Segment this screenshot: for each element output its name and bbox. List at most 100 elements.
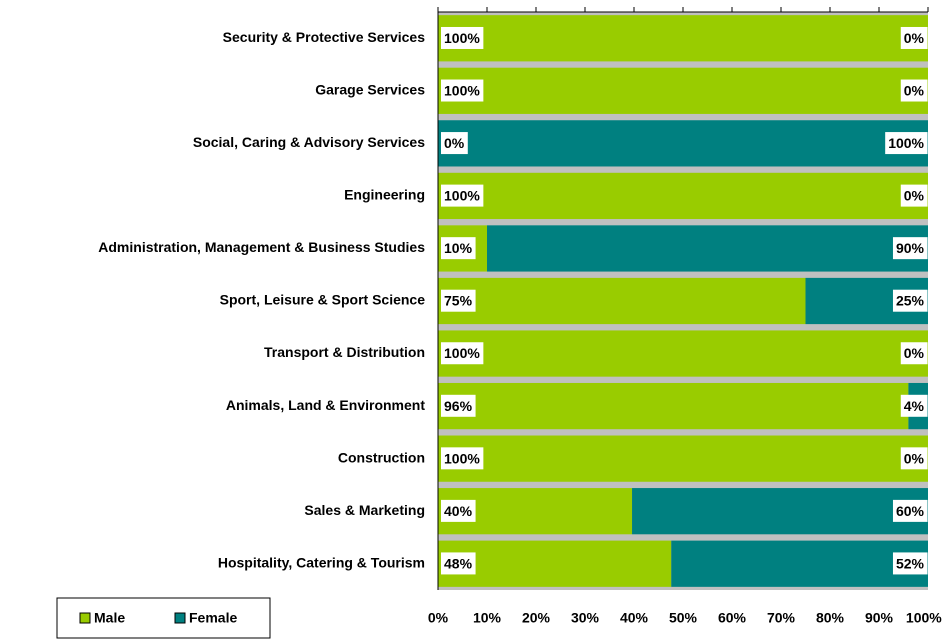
category-label: Social, Caring & Advisory Services [193, 134, 425, 150]
data-label-box [441, 447, 484, 470]
data-label-text: 0% [904, 83, 925, 99]
data-label-text: 25% [896, 293, 925, 309]
data-label: 25% [892, 289, 928, 312]
data-label-text: 0% [904, 345, 925, 361]
data-label-text: 48% [444, 555, 473, 571]
data-label-text: 75% [444, 293, 473, 309]
data-label-box [892, 499, 928, 522]
legend-label: Female [189, 610, 237, 626]
data-label-box [441, 342, 484, 365]
data-label-box [441, 79, 484, 102]
bar-segment [438, 120, 928, 167]
data-label-box [441, 552, 476, 575]
data-label-text: 100% [444, 345, 480, 361]
data-label: 100% [441, 447, 484, 470]
category-label: Animals, Land & Environment [226, 397, 425, 413]
data-label-box [892, 552, 928, 575]
data-label: 0% [900, 184, 928, 207]
bar-segment [438, 277, 806, 325]
bar-segment [438, 330, 928, 377]
data-label-text: 0% [444, 135, 465, 151]
x-tick-label: 60% [718, 610, 747, 626]
data-label: 4% [900, 394, 928, 417]
data-label-text: 0% [904, 30, 925, 46]
x-tick-label: 50% [669, 610, 698, 626]
legend-swatch [174, 612, 186, 624]
data-label: 0% [441, 132, 468, 155]
bar-segment [438, 382, 909, 430]
x-tick-label: 70% [767, 610, 796, 626]
bar-segment [671, 540, 928, 587]
data-label: 100% [441, 79, 484, 102]
data-label-text: 96% [444, 398, 473, 414]
category-label: Security & Protective Services [223, 29, 426, 45]
category-label: Transport & Distribution [264, 344, 425, 360]
category-label: Engineering [344, 187, 425, 203]
data-label-box [441, 132, 468, 155]
data-label: 96% [441, 394, 476, 417]
data-label: 90% [892, 237, 928, 260]
data-label-box [441, 184, 484, 207]
legend-label: Male [94, 610, 125, 626]
x-tick-label: 20% [522, 610, 551, 626]
data-label-box [892, 237, 928, 260]
category-label: Garage Services [315, 82, 425, 98]
category-label: Sales & Marketing [304, 502, 425, 518]
x-tick-label: 90% [865, 610, 894, 626]
data-label-box [441, 289, 476, 312]
bar-segment [438, 540, 672, 587]
data-label: 100% [885, 132, 928, 155]
legend-swatch [79, 612, 91, 624]
data-label-text: 60% [896, 503, 925, 519]
data-label-text: 100% [444, 83, 480, 99]
data-label-text: 100% [444, 188, 480, 204]
bar-segment [438, 172, 928, 220]
data-label-text: 4% [904, 398, 925, 414]
bar-segment [438, 67, 928, 114]
bar-segment [438, 15, 928, 62]
data-label-box [900, 26, 928, 49]
data-label: 75% [441, 289, 476, 312]
data-label: 0% [900, 79, 928, 102]
data-label-box [441, 499, 476, 522]
x-tick-label: 80% [816, 610, 845, 626]
data-label-text: 10% [444, 240, 473, 256]
x-tick-label: 10% [473, 610, 502, 626]
bar-segment [632, 488, 928, 535]
data-label-box [441, 26, 484, 49]
data-label-text: 0% [904, 188, 925, 204]
data-label: 100% [441, 26, 484, 49]
data-label-box [892, 289, 928, 312]
bar-segment [438, 435, 928, 482]
data-label-box [900, 79, 928, 102]
legend-box [56, 597, 271, 639]
category-label: Hospitality, Catering & Tourism [218, 554, 425, 570]
data-label-text: 100% [444, 450, 480, 466]
category-label: Administration, Management & Business St… [98, 239, 425, 255]
category-label: Sport, Leisure & Sport Science [220, 292, 426, 308]
data-label-text: 90% [896, 240, 925, 256]
data-label-box [900, 447, 928, 470]
bar-segment [487, 225, 928, 272]
data-label: 48% [441, 552, 476, 575]
data-label-text: 0% [904, 450, 925, 466]
data-label-box [441, 394, 476, 417]
data-label-box [900, 184, 928, 207]
data-label: 0% [900, 447, 928, 470]
x-tick-label: 30% [571, 610, 600, 626]
data-label: 10% [441, 237, 476, 260]
data-label-text: 40% [444, 503, 473, 519]
x-tick-label: 0% [428, 610, 449, 626]
data-label: 60% [892, 499, 928, 522]
data-label: 40% [441, 499, 476, 522]
data-label: 0% [900, 26, 928, 49]
category-label: Construction [338, 449, 425, 465]
data-label-box [441, 237, 476, 260]
data-label-text: 100% [444, 30, 480, 46]
data-label: 100% [441, 184, 484, 207]
data-label: 100% [441, 342, 484, 365]
x-tick-label: 40% [620, 610, 649, 626]
data-label-box [885, 132, 928, 155]
data-label-text: 52% [896, 555, 925, 571]
